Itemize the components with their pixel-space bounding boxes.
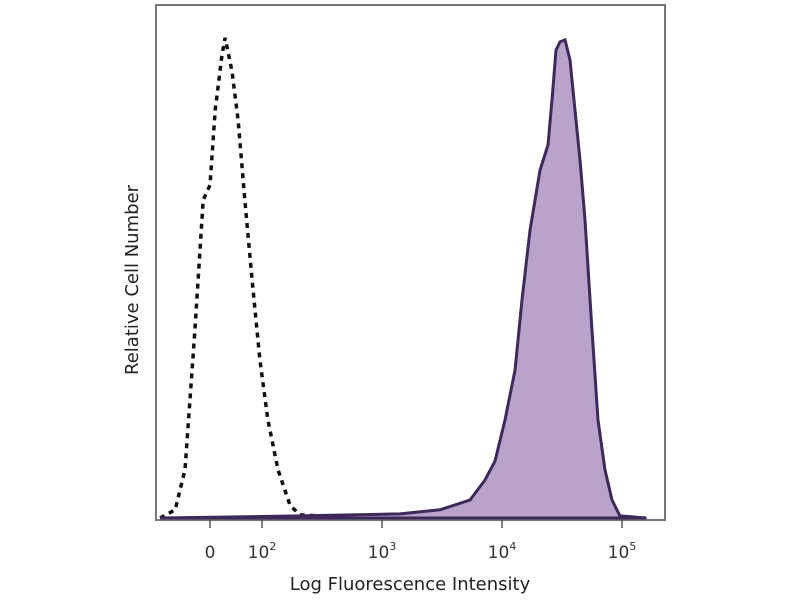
x-axis-title: Log Fluorescence Intensity [290, 574, 531, 595]
x-tick-label: 0 [205, 543, 216, 563]
x-tick-label: 104 [488, 540, 517, 563]
stained-histogram [160, 37, 647, 520]
x-tick-label: 105 [608, 540, 637, 563]
x-tick-label: 102 [248, 540, 277, 563]
y-axis-title: Relative Cell Number [122, 184, 143, 375]
control-histogram [159, 37, 401, 520]
x-tick-label: 103 [368, 540, 397, 563]
